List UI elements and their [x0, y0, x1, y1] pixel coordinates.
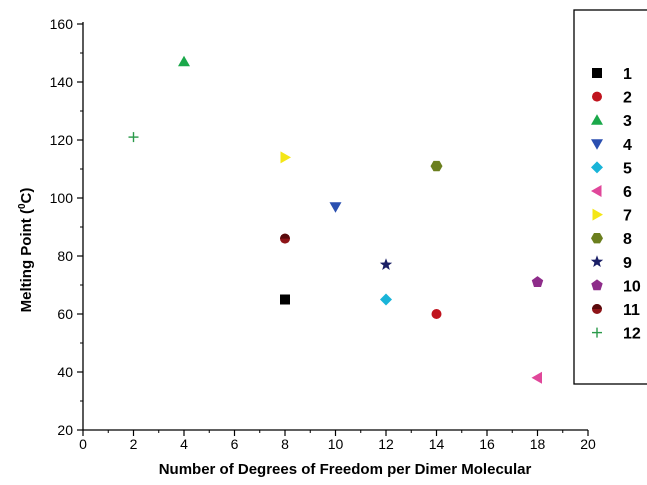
data-point-series-8	[430, 160, 443, 172]
y-tick-label: 40	[57, 364, 73, 380]
legend-label-2: 2	[623, 90, 632, 107]
data-points	[128, 55, 544, 384]
axes	[77, 22, 589, 436]
data-point-series-7	[280, 151, 291, 164]
x-tick-label: 16	[479, 436, 495, 452]
y-tick-label: 160	[50, 16, 74, 32]
y-tick-label: 20	[57, 422, 73, 438]
x-tick-label: 6	[231, 436, 239, 452]
y-axis-label-unit: C)	[18, 188, 35, 204]
legend-label-7: 7	[623, 208, 632, 225]
data-point-series-1	[280, 294, 290, 305]
legend-label-4: 4	[623, 137, 632, 154]
legend-label-1: 1	[623, 66, 632, 83]
x-tick-label: 4	[180, 436, 188, 452]
legend-marker-6	[591, 185, 602, 197]
legend-label-5: 5	[623, 160, 632, 177]
x-tick-label: 12	[378, 436, 394, 452]
legend-marker-7	[592, 208, 603, 221]
data-point-series-5	[380, 293, 392, 306]
legend-label-12: 12	[623, 326, 641, 343]
legend-box	[573, 9, 647, 385]
legend-marker-10	[591, 279, 603, 291]
y-tick-label: 120	[50, 132, 74, 148]
data-point-series-2	[431, 309, 442, 319]
x-tick-label: 2	[130, 436, 138, 452]
legend-marker-8	[591, 233, 603, 244]
data-point-series-9	[379, 258, 393, 270]
y-tick-label: 140	[50, 74, 74, 90]
y-tick-label: 100	[50, 190, 74, 206]
data-point-series-12	[128, 132, 139, 143]
tick-labels: 0 2 4 6 8 10 12 14 16 18 20 20 40 60 80 100 120 140 160	[50, 16, 596, 452]
legend-marker-2	[592, 91, 602, 102]
legend-marker-1	[592, 68, 602, 78]
x-tick-label: 14	[429, 436, 445, 452]
marker-shade	[592, 304, 602, 309]
y-tick-label: 80	[57, 248, 73, 264]
data-point-series-6	[531, 371, 542, 384]
data-point-series-4	[329, 202, 342, 213]
x-tick-label: 0	[79, 436, 87, 452]
x-tick-label: 20	[580, 436, 596, 452]
x-tick-label: 8	[281, 436, 289, 452]
legend-label-6: 6	[623, 184, 632, 201]
y-axis-label: Melting Point (0C)	[17, 188, 35, 313]
legend-label-8: 8	[623, 231, 632, 248]
legend-label-3: 3	[623, 113, 632, 130]
legend-marker-5	[591, 161, 603, 174]
legend-label-9: 9	[623, 255, 632, 272]
legend-label-10: 10	[623, 278, 641, 295]
y-tick-label: 60	[57, 306, 73, 322]
legend-marker-9	[590, 255, 604, 268]
y-axis-label-main: Melting Point (	[18, 209, 35, 312]
data-point-series-3	[178, 55, 190, 67]
legend-marker-3	[591, 114, 603, 125]
legend-marker-12	[592, 327, 602, 338]
data-point-series-11	[280, 233, 290, 244]
legend-label-11: 11	[623, 302, 640, 319]
x-tick-label: 10	[328, 436, 344, 452]
marker-shade	[280, 233, 290, 239]
legend-marker-11	[592, 304, 602, 314]
y-axis-label-sup: 0	[17, 203, 28, 209]
x-tick-label: 18	[530, 436, 546, 452]
data-point-series-10	[531, 276, 544, 287]
x-axis-label: Number of Degrees of Freedom per Dimer M…	[159, 461, 532, 478]
legend-marker-4	[591, 139, 603, 150]
